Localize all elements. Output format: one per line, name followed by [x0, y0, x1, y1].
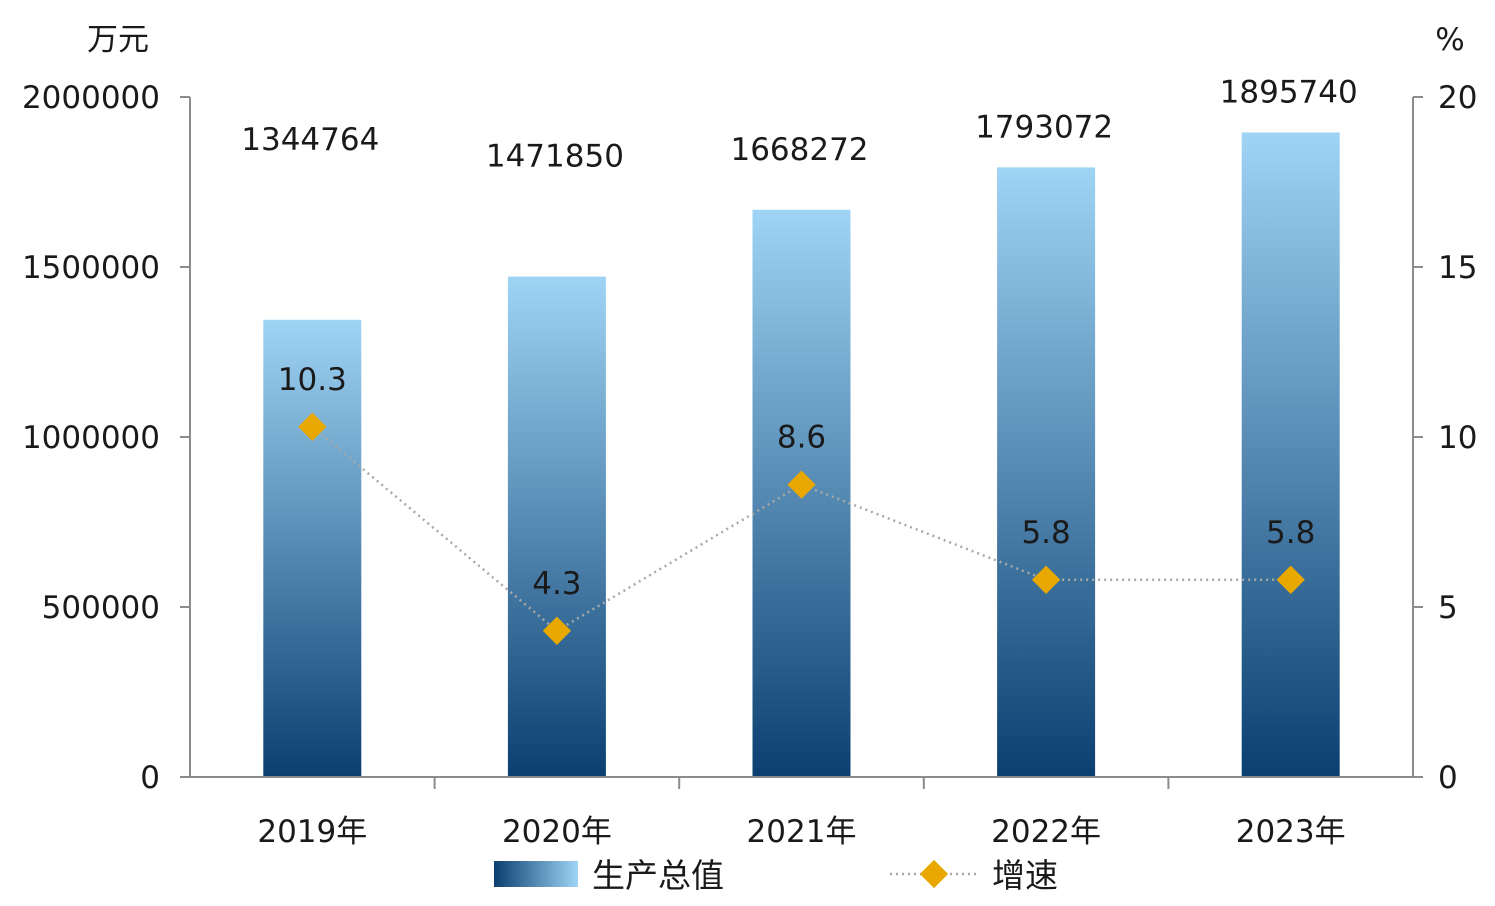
- growth-line-series: [298, 412, 1305, 645]
- right-axis-ticks: 0 5 10 15 20: [1413, 80, 1477, 796]
- growth-marker: [1031, 565, 1061, 594]
- x-category-label: 2019年: [257, 814, 367, 850]
- right-tick-label: 15: [1438, 250, 1477, 286]
- x-axis-categories: 2019年 2020年 2021年 2022年 2023年: [257, 814, 1345, 850]
- bar-value-label: 1793072: [975, 109, 1113, 145]
- growth-value-label: 5.8: [1266, 515, 1315, 551]
- growth-value-label: 5.8: [1021, 515, 1070, 551]
- right-axis-unit: %: [1435, 22, 1464, 58]
- right-tick-label: 20: [1438, 80, 1477, 116]
- x-category-label: 2022年: [991, 814, 1101, 850]
- axes: [189, 97, 1414, 789]
- legend-swatch-growth-marker: [919, 859, 949, 889]
- legend-label-growth: 增速: [992, 856, 1058, 895]
- bar: [507, 276, 606, 777]
- legend: 生产总值 增速: [494, 856, 1058, 895]
- legend-swatch-gdp: [494, 861, 578, 887]
- bar-value-label: 1344764: [241, 122, 379, 158]
- left-tick-label: 1500000: [22, 250, 160, 286]
- bar-value-label: 1895740: [1220, 74, 1358, 110]
- growth-value-label: 4.3: [532, 566, 581, 602]
- growth-value-label: 10.3: [278, 362, 347, 398]
- x-category-label: 2020年: [502, 814, 612, 850]
- bar: [1241, 132, 1340, 778]
- growth-marker: [787, 470, 816, 499]
- bar: [263, 319, 362, 777]
- growth-marker: [1276, 565, 1305, 594]
- growth-marker: [298, 412, 327, 441]
- right-tick-label: 0: [1438, 760, 1458, 796]
- left-tick-label: 1000000: [22, 420, 160, 456]
- growth-marker: [542, 616, 572, 645]
- right-tick-label: 5: [1438, 590, 1458, 626]
- x-category-label: 2023年: [1236, 814, 1346, 850]
- growth-value-label: 8.6: [777, 420, 826, 456]
- bar-value-label: 1668272: [730, 132, 868, 168]
- left-axis-unit: 万元: [87, 22, 149, 58]
- right-tick-label: 10: [1438, 420, 1477, 456]
- bar-value-label: 1471850: [486, 139, 624, 175]
- left-tick-label: 500000: [42, 590, 160, 626]
- legend-label-gdp: 生产总值: [592, 856, 724, 895]
- data-labels: 1344764 1471850 1668272 1793072 1895740 10.3 4…: [241, 74, 1357, 601]
- x-category-label: 2021年: [747, 814, 857, 850]
- bar: [997, 167, 1096, 777]
- left-axis-ticks: 0 500000 1000000 1500000 2000000: [22, 80, 190, 796]
- left-tick-label: 2000000: [22, 80, 160, 116]
- left-tick-label: 0: [140, 760, 160, 796]
